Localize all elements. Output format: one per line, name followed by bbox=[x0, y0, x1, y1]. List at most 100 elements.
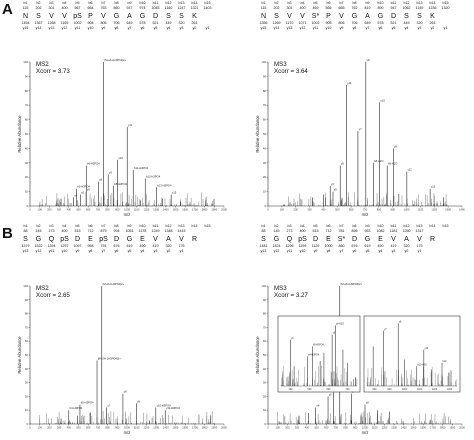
b-ion-label-row-cell: b14 bbox=[429, 224, 436, 229]
peak-label: y10-H3PO4 bbox=[157, 403, 172, 407]
b-ion-label-row-cell: b7 bbox=[339, 224, 344, 229]
y-ion-mass-row-cell: 1170 bbox=[285, 21, 294, 26]
b-ion-label-row-cell: b12 bbox=[403, 1, 410, 6]
inset-x-tick-label: 400 bbox=[289, 388, 294, 391]
b-ion-label-row-cell: b10 bbox=[139, 1, 146, 6]
b-ion-label-row: b1 b2 b3 b4 b5 b6 b7 b8 b9 b10 b11 b12 b13 b14 b15 bbox=[10, 225, 214, 230]
x-tick-label: 400 bbox=[67, 208, 72, 212]
residue: A bbox=[365, 13, 370, 20]
y-ion-mass-row: 1356 1269 1170 1071 1002 905 806 706 649 578 521 44… bbox=[248, 22, 452, 27]
b-ion-label-row-cell: b8 bbox=[352, 1, 357, 6]
y-ion-mass-row-cell: 419 bbox=[152, 244, 159, 249]
inset-x-tick-label: 1000 bbox=[402, 388, 408, 391]
residue: D bbox=[113, 236, 120, 243]
b-ion-mass-row-cell: 665 bbox=[338, 5, 345, 10]
y-tick-label: 10 bbox=[25, 408, 29, 412]
x-tick-label: 1000 bbox=[124, 208, 130, 212]
x-tick-label: 2000 bbox=[459, 426, 465, 430]
x-tick-label: 500 bbox=[76, 426, 81, 430]
residue: G bbox=[364, 236, 371, 243]
y-ion-mass-row-cell: 649 bbox=[364, 21, 371, 26]
b-ion-mass-row-cell: 515 bbox=[74, 228, 81, 233]
peak-label: b6-H3PO4 bbox=[87, 162, 100, 166]
y-ion-mass-row-cell: 1269 bbox=[272, 21, 281, 26]
scan-type-label: MS2 bbox=[36, 285, 49, 292]
noise-peaks bbox=[39, 192, 215, 206]
x-tick-label: 1500 bbox=[411, 426, 417, 430]
y-axis-label: Relative Abundance bbox=[255, 336, 260, 374]
x-tick-label: 200 bbox=[47, 208, 52, 212]
b-ion-label-row-cell: b14 bbox=[191, 1, 198, 6]
b-ion-mass-row-cell: 145 bbox=[35, 228, 42, 233]
peak-label: y7 bbox=[108, 403, 111, 407]
y-ion-label-row-cell: y13 bbox=[286, 25, 293, 30]
b-ion-label-row-cell: b3 bbox=[287, 1, 292, 6]
x-axis-label: m/z bbox=[124, 212, 131, 217]
y-tick-label: 90 bbox=[263, 74, 267, 78]
y-ion-label-row-cell: y12 bbox=[35, 248, 42, 253]
y-ion-label-row-cell: y5 bbox=[153, 25, 158, 30]
y-tick-label: 90 bbox=[263, 298, 267, 302]
x-tick-label: 300 bbox=[295, 426, 300, 430]
b-ion-label-row-cell: b2 bbox=[274, 1, 279, 6]
b-ion-label-row: b1 b2 b3 b4 b5 b6 b7 b8 b9 b10 b11 b12 b13 b14 b15 bbox=[248, 2, 452, 7]
y-ion-label-row-cell: y5 bbox=[365, 248, 370, 253]
y-ion-mass-row-cell: 578 bbox=[377, 21, 384, 26]
y-ion-label-row-cell: y12 bbox=[299, 25, 306, 30]
b-ion-mass-row-cell: 1250 bbox=[402, 228, 411, 233]
x-tick-label: 1900 bbox=[211, 208, 217, 212]
x-tick-label: 800 bbox=[343, 426, 348, 430]
residue: G bbox=[139, 13, 146, 20]
y-ion-mass-row-cell: 449 bbox=[403, 21, 410, 26]
b-ion-mass-row-cell: 301 bbox=[48, 5, 55, 10]
x-tick-label: 1900 bbox=[449, 426, 455, 430]
y-ion-mass-row-cell: 175 bbox=[178, 244, 185, 249]
b-ion-label-row-cell: b15 bbox=[204, 224, 211, 229]
b-ion-mass-row-cell: 1415 bbox=[177, 228, 186, 233]
x-tick-label: 600 bbox=[86, 208, 91, 212]
residue: V bbox=[417, 236, 422, 243]
y-axis-label: Relative Abundance bbox=[255, 115, 260, 153]
y-tick-label: 100 bbox=[23, 60, 28, 64]
y-ion-label-row-cell: y1 bbox=[417, 248, 422, 253]
x-tick-label: 1400 bbox=[163, 208, 169, 212]
y-ion-mass-row-cell: 1129 bbox=[311, 244, 320, 249]
y-ion-label-row-cell: y10 bbox=[87, 25, 94, 30]
xcorr-label: Xcorr = 3.64 bbox=[274, 68, 308, 75]
b-ion-label-row-cell: b1 bbox=[261, 1, 266, 6]
b-ion-label-row-cell: b14 bbox=[429, 1, 436, 6]
x-tick-label: 600 bbox=[86, 426, 91, 430]
y-ion-label-row-cell: y14 bbox=[35, 25, 42, 30]
b-ion-mass-row-cell: 1178 bbox=[138, 228, 147, 233]
b-ion-label-row-cell: b13 bbox=[416, 1, 423, 6]
inset-peak-label: y6-H2O bbox=[336, 323, 344, 325]
residue: P bbox=[326, 13, 331, 20]
b-ion-label-row-cell: b9 bbox=[127, 224, 132, 229]
y-tick-label: 10 bbox=[25, 190, 29, 194]
peak-label: y11-H3PO4 bbox=[166, 406, 180, 410]
residue: E bbox=[88, 236, 93, 243]
y-ion-label-row: y13 y12 y11 y10 y9 y8 y7 y6 y5 y4 y3 y2 y1 bbox=[248, 248, 452, 255]
y-tick-label: 60 bbox=[25, 118, 29, 122]
x-tick-label: 400 bbox=[305, 426, 310, 430]
residue: A bbox=[127, 13, 132, 20]
b-ion-mass-row-cell: 974 bbox=[139, 5, 146, 10]
y-tick-label: 0 bbox=[26, 422, 28, 426]
y-ion-mass-row-cell: 676 bbox=[113, 244, 120, 249]
y-ion-mass-row: 1579 1522 1394 1297 1097 958 791 676 619 490 419 32… bbox=[10, 245, 214, 250]
xcorr-label: Xcorr = 2.65 bbox=[36, 292, 70, 299]
y-tick-label: 100 bbox=[23, 284, 28, 288]
b-ion-label-row-cell: b15 bbox=[442, 1, 449, 6]
y-ion-label-row: y13 y12 y11 y10 y9 y8 y7 y6 y5 y4 y3 y2 y1 bbox=[10, 248, 214, 255]
residue: A bbox=[404, 236, 409, 243]
y-ion-label-row-cell: y15 bbox=[260, 25, 267, 30]
panel-letter-a: A bbox=[2, 1, 13, 18]
inset-peak-label: y8 bbox=[399, 322, 402, 324]
y-ion-label-row-cell: y13 bbox=[48, 25, 55, 30]
b-ion-label-row-cell: b5 bbox=[75, 1, 80, 6]
b-ion-label-row-cell: b5 bbox=[313, 224, 318, 229]
inset-peak-label: b10-H2O bbox=[417, 364, 427, 366]
inset-frame bbox=[277, 315, 361, 393]
